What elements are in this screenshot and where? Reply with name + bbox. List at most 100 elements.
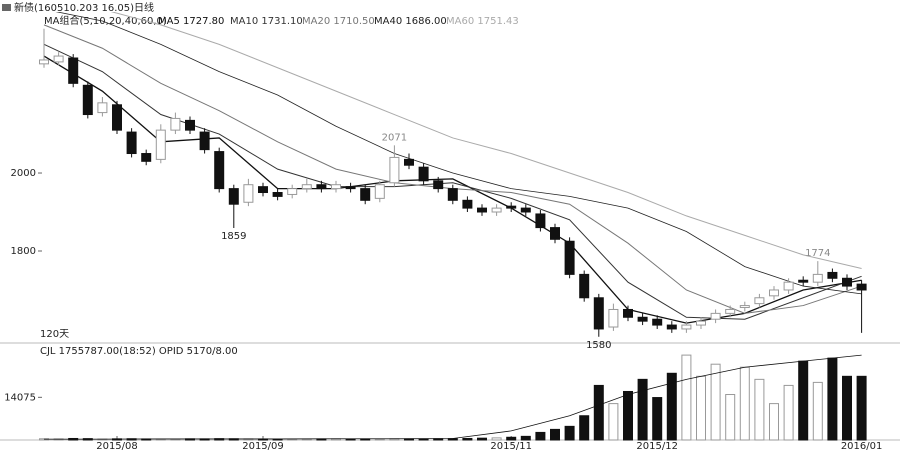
opid-line xyxy=(44,354,862,440)
candle-body xyxy=(462,199,473,209)
candle-body xyxy=(564,240,575,275)
volume-bar xyxy=(462,437,473,441)
x-tick-label: 2015/11 xyxy=(490,441,532,452)
volume-bar xyxy=(623,390,633,441)
volume-bar xyxy=(725,394,736,441)
candle-body xyxy=(433,180,444,190)
legend-entry: MA60 1751.43 xyxy=(446,16,519,27)
volume-bar xyxy=(754,378,765,441)
candle-body xyxy=(579,273,590,299)
candle-body xyxy=(287,188,298,195)
volume-bar xyxy=(535,431,546,441)
volume-bar xyxy=(812,381,823,441)
candle-body xyxy=(258,186,268,194)
candle-body xyxy=(754,297,765,305)
chart-title: 新债(160510.203 16.05)日线 xyxy=(14,1,154,14)
candle-body xyxy=(418,166,429,182)
candle-body xyxy=(812,273,823,283)
volume-bar xyxy=(842,375,852,441)
candle-body xyxy=(783,281,794,291)
candle-body xyxy=(696,320,706,326)
candle-body xyxy=(170,117,181,131)
volume-bar xyxy=(637,378,648,441)
candle-body xyxy=(374,184,385,199)
x-tick-label: 2015/09 xyxy=(242,441,284,452)
volume-bar xyxy=(827,357,838,441)
candle-body xyxy=(389,156,400,184)
candle-body xyxy=(798,279,809,283)
candle-body xyxy=(827,271,838,279)
candle-body xyxy=(608,308,619,328)
volume-bar xyxy=(696,375,706,441)
annotation: 1859 xyxy=(221,231,246,242)
volume-bar xyxy=(666,372,677,441)
volume-bar xyxy=(856,375,867,441)
candle-body xyxy=(725,308,736,314)
candle-body xyxy=(272,192,283,197)
candle-body xyxy=(243,184,254,203)
volume-bar xyxy=(491,437,502,441)
candle-body xyxy=(623,308,633,318)
volume-bar xyxy=(506,436,517,441)
menu-icon[interactable] xyxy=(2,4,11,11)
candle-body xyxy=(185,119,195,131)
candle-body xyxy=(506,205,517,209)
candle-body xyxy=(856,283,867,291)
volume-bar xyxy=(652,397,663,441)
x-tick-label: 2015/08 xyxy=(96,441,138,452)
volume-bar xyxy=(769,403,779,441)
candle-body xyxy=(39,59,49,65)
candle-body xyxy=(112,104,122,131)
candle-body xyxy=(53,55,64,63)
ma-line xyxy=(110,12,862,270)
volume-bar xyxy=(564,425,575,441)
volume-bar xyxy=(418,438,429,441)
candle-body xyxy=(637,316,648,322)
candle-body xyxy=(68,57,79,84)
annotation: 1774 xyxy=(805,248,830,259)
candle-body xyxy=(316,184,327,190)
volume-bar xyxy=(608,403,619,441)
candle-body xyxy=(550,227,560,240)
y-tick-label: 1800 xyxy=(11,246,36,257)
volume-bar xyxy=(593,384,604,441)
ma-line xyxy=(43,55,862,324)
candle-body xyxy=(681,324,692,330)
price-plot xyxy=(39,12,867,337)
candle-body xyxy=(345,186,356,190)
candle-body xyxy=(214,151,225,190)
candle-body xyxy=(155,129,166,160)
candle-body xyxy=(126,131,137,155)
volume-bar xyxy=(550,428,560,441)
volume-bar xyxy=(345,438,356,441)
candle-body xyxy=(301,184,312,190)
annotation: 1580 xyxy=(586,340,611,351)
candle-body xyxy=(82,84,93,116)
volume-bar xyxy=(798,360,809,441)
candle-body xyxy=(593,297,604,330)
candle-body xyxy=(739,305,750,309)
candle-body xyxy=(666,324,677,330)
candle-body xyxy=(491,207,502,213)
candle-body xyxy=(228,188,239,205)
volume-bar xyxy=(520,435,531,441)
volume-bar xyxy=(783,384,794,441)
x-tick-label: 2015/12 xyxy=(636,441,678,452)
candle-body xyxy=(141,153,152,162)
candle-body xyxy=(520,207,531,213)
candle-body xyxy=(477,207,487,213)
candle-body xyxy=(97,102,108,114)
volume-bar xyxy=(477,437,487,441)
candle-body xyxy=(652,318,663,326)
volume-tick-label: 14075 xyxy=(4,392,36,403)
candle-body xyxy=(769,289,779,297)
period-label: 120天 xyxy=(40,329,69,340)
volume-title: CJL 1755787.00(18:52) OPID 5170/8.00 xyxy=(40,346,238,357)
ma-line xyxy=(55,12,862,295)
legend-entry: MA20 1710.50 xyxy=(302,16,375,27)
annotation: 2071 xyxy=(382,132,407,143)
volume-bar xyxy=(579,415,590,441)
legend-entry: MA40 1686.00 xyxy=(374,16,447,27)
